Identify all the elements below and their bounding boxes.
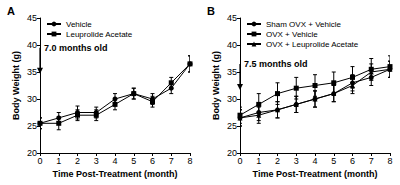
svg-text:3: 3 bbox=[94, 156, 99, 166]
svg-text:40: 40 bbox=[27, 40, 37, 50]
svg-text:3: 3 bbox=[294, 156, 299, 166]
svg-text:35: 35 bbox=[27, 67, 37, 77]
svg-text:25: 25 bbox=[27, 121, 37, 131]
svg-text:25: 25 bbox=[227, 121, 237, 131]
svg-text:4: 4 bbox=[312, 156, 317, 166]
svg-text:30: 30 bbox=[227, 94, 237, 104]
svg-text:5: 5 bbox=[131, 156, 136, 166]
svg-text:2: 2 bbox=[275, 156, 280, 166]
svg-text:4: 4 bbox=[112, 156, 117, 166]
svg-text:45: 45 bbox=[27, 13, 37, 23]
svg-text:Body Weight (g): Body Weight (g) bbox=[11, 51, 21, 120]
svg-text:B: B bbox=[207, 5, 215, 17]
svg-text:20: 20 bbox=[27, 148, 37, 158]
svg-text:6: 6 bbox=[350, 156, 355, 166]
svg-text:40: 40 bbox=[227, 40, 237, 50]
svg-text:7: 7 bbox=[169, 156, 174, 166]
svg-text:45: 45 bbox=[227, 13, 237, 23]
svg-text:35: 35 bbox=[227, 67, 237, 77]
svg-text:2: 2 bbox=[75, 156, 80, 166]
svg-text:1: 1 bbox=[256, 156, 261, 166]
svg-text:20: 20 bbox=[227, 148, 237, 158]
svg-text:30: 30 bbox=[27, 94, 37, 104]
svg-text:8: 8 bbox=[187, 156, 192, 166]
svg-text:0: 0 bbox=[37, 156, 42, 166]
svg-text:Body Weight (g): Body Weight (g) bbox=[211, 51, 221, 120]
svg-text:7: 7 bbox=[369, 156, 374, 166]
svg-text:OVX + Vehicle: OVX + Vehicle bbox=[266, 30, 318, 39]
svg-text:5: 5 bbox=[331, 156, 336, 166]
svg-text:0: 0 bbox=[237, 156, 242, 166]
svg-text:7.0 months old: 7.0 months old bbox=[44, 43, 108, 53]
svg-text:8: 8 bbox=[387, 156, 392, 166]
svg-text:Time Post-Treatment (month): Time Post-Treatment (month) bbox=[253, 169, 378, 179]
svg-text:OVX + Leuprolide Acetate: OVX + Leuprolide Acetate bbox=[266, 40, 359, 49]
svg-text:Time Post-Treatment (month): Time Post-Treatment (month) bbox=[53, 169, 178, 179]
svg-text:6: 6 bbox=[150, 156, 155, 166]
svg-text:Sham OVX + Vehicle: Sham OVX + Vehicle bbox=[266, 20, 341, 29]
svg-text:Vehicle: Vehicle bbox=[66, 20, 92, 29]
svg-text:1: 1 bbox=[56, 156, 61, 166]
svg-text:Leuprolide Acetate: Leuprolide Acetate bbox=[66, 30, 133, 39]
svg-text:7.5 months old: 7.5 months old bbox=[244, 59, 308, 69]
svg-text:A: A bbox=[7, 5, 15, 17]
